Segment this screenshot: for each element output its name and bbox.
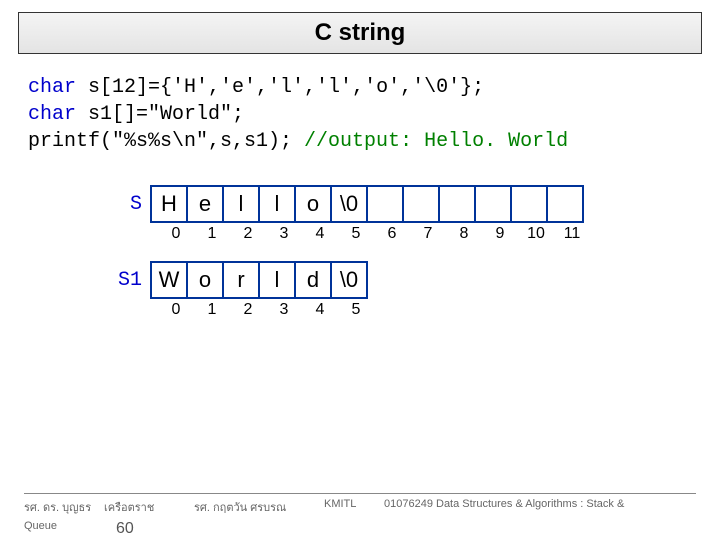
array-s-index: 5 [338,225,374,243]
code-text-3a: printf("%s%s\n",s,s1); [28,130,304,153]
array-s-index: 7 [410,225,446,243]
array-s-index: 9 [482,225,518,243]
array-s1-index: 2 [230,301,266,319]
array-s-index: 8 [446,225,482,243]
array-s-cell [510,185,548,223]
array-s1-row: S1 World\0 [110,261,720,299]
array-s-cell [474,185,512,223]
array-s-index: 10 [518,225,554,243]
footer-row-1: รศ. ดร. บุญธร เครือตราช รศ. กฤตวัน ศรบรณ… [24,498,696,516]
code-text-2: s1[]="World"; [76,103,244,126]
array-s1-label: S1 [110,269,150,292]
array-s1-cell: d [294,261,332,299]
array-s1-index: 3 [266,301,302,319]
array-s1-index: 0 [158,301,194,319]
array-s1-cell: r [222,261,260,299]
array-s-indices: 01234567891011 [158,225,720,243]
footer-queue: Queue [24,520,104,538]
footer: รศ. ดร. บุญธร เครือตราช รศ. กฤตวัน ศรบรณ… [0,493,720,538]
array-s-index: 2 [230,225,266,243]
array-s1-index: 1 [194,301,230,319]
array-s-cell: \0 [330,185,368,223]
array-s1-cell: l [258,261,296,299]
array-s-cell [366,185,404,223]
footer-author-2: รศ. กฤตวัน ศรบรณ [194,498,324,516]
array-s-cell: o [294,185,332,223]
array-s-label: S [110,193,150,216]
array-s1-cell: W [150,261,188,299]
array-s1-index: 5 [338,301,374,319]
array-s1-cell: o [186,261,224,299]
code-text-1: s[12]={'H','e','l','l','o','\0'}; [76,76,484,99]
title-bar: C string [18,12,702,54]
array-s1-index: 4 [302,301,338,319]
slide-title: C string [315,19,406,46]
array-s-cell: e [186,185,224,223]
slide-number: 60 [104,520,144,538]
array-s-index: 0 [158,225,194,243]
array-s-index: 11 [554,225,590,243]
code-line-3: printf("%s%s\n",s,s1); //output: Hello. … [28,128,692,155]
code-line-2: char s1[]="World"; [28,101,692,128]
footer-row-2: Queue 60 [24,520,696,538]
code-comment: //output: Hello. World [304,130,568,153]
array-s-cell: H [150,185,188,223]
footer-divider [24,493,696,494]
array-s-index: 4 [302,225,338,243]
keyword-char-1: char [28,76,76,99]
footer-course: 01076249 Data Structures & Algorithms : … [384,498,696,516]
array-s1-indices: 012345 [158,301,720,319]
array-s-cell [402,185,440,223]
array-s-cell: l [258,185,296,223]
footer-author-1: รศ. ดร. บุญธร [24,498,104,516]
footer-kmitl: KMITL [324,498,384,516]
array-s-index: 3 [266,225,302,243]
array-s1-cells: World\0 [150,261,368,299]
array-s-index: 1 [194,225,230,243]
array-s-cell: l [222,185,260,223]
footer-author-1b: เครือตราช [104,498,194,516]
array-s-cells: Hello\0 [150,185,584,223]
array-s-row: S Hello\0 [110,185,720,223]
array-s-cell [546,185,584,223]
array-s1-cell: \0 [330,261,368,299]
code-block: char s[12]={'H','e','l','l','o','\0'}; c… [28,74,692,155]
arrays-region: S Hello\0 01234567891011 S1 World\0 0123… [110,185,720,319]
array-s-index: 6 [374,225,410,243]
array-s-cell [438,185,476,223]
code-line-1: char s[12]={'H','e','l','l','o','\0'}; [28,74,692,101]
keyword-char-2: char [28,103,76,126]
